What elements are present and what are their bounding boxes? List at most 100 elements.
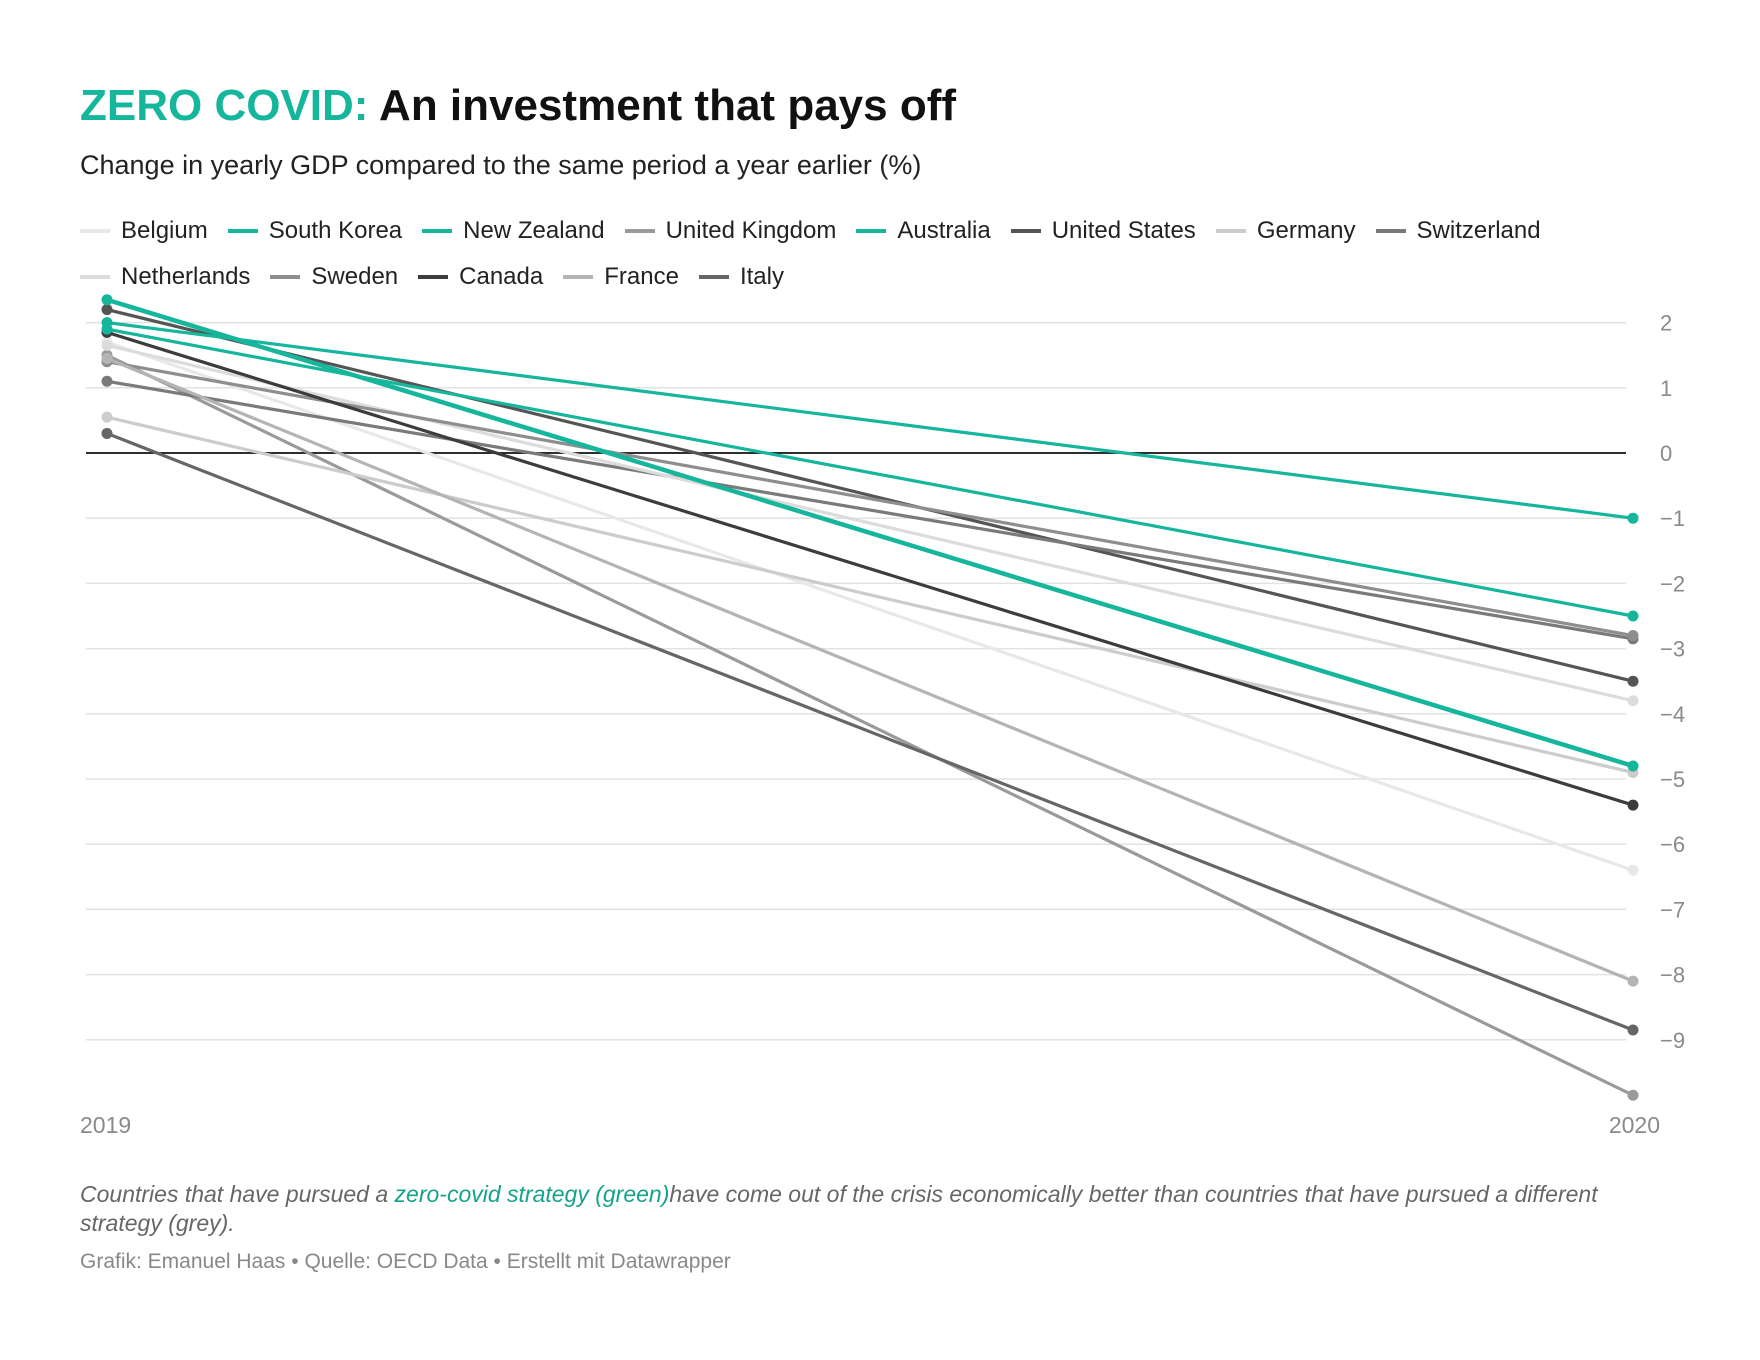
legend-item-south-korea: South Korea xyxy=(227,217,403,245)
legend-item-new-zealand: New Zealand xyxy=(422,217,605,245)
data-point xyxy=(101,411,113,423)
y-tick-label: −5 xyxy=(1660,767,1685,792)
legend-swatch xyxy=(1215,229,1246,233)
byline: Grafik: Emanuel Haas • Quelle: OECD Data… xyxy=(80,1250,731,1273)
series-netherlands xyxy=(101,339,1639,707)
series-italy xyxy=(101,427,1639,1036)
legend-swatch xyxy=(270,275,301,279)
data-point xyxy=(1627,610,1639,622)
y-tick-label: 0 xyxy=(1660,441,1672,466)
y-tick-label: −1 xyxy=(1660,506,1685,531)
series-line xyxy=(105,343,1635,703)
data-point xyxy=(101,352,113,364)
data-point xyxy=(1627,975,1639,987)
data-point xyxy=(1627,675,1639,687)
series-line xyxy=(105,330,1635,807)
notes-highlight: zero-covid strategy (green) xyxy=(394,1181,670,1207)
data-point xyxy=(101,375,113,387)
data-point xyxy=(101,304,113,316)
legend-label: United Kingdom xyxy=(665,217,837,244)
y-tick-label: −8 xyxy=(1660,963,1685,988)
legend-swatch xyxy=(1010,229,1041,233)
y-tick-label: −6 xyxy=(1660,832,1685,857)
series-line xyxy=(105,340,1635,872)
legend-item-canada: Canada xyxy=(418,263,543,291)
legend-label: Switzerland xyxy=(1416,217,1541,244)
legend-row: Netherlands Sweden Canada France Italy xyxy=(80,254,1640,300)
series-line xyxy=(105,321,1635,520)
y-tick-label: −7 xyxy=(1660,897,1685,922)
legend-swatch xyxy=(856,229,887,233)
notes-text-after: have come out of the crisis economically… xyxy=(80,1181,1598,1236)
legend-item-switzerland: Switzerland xyxy=(1375,217,1541,245)
y-tick-label: −9 xyxy=(1660,1028,1685,1053)
series-belgium xyxy=(101,336,1639,876)
y-tick-label: −4 xyxy=(1660,702,1685,727)
x-tick-label: 2020 xyxy=(1609,1112,1660,1138)
legend-item-united-kingdom: United Kingdom xyxy=(624,217,837,245)
y-tick-label: 2 xyxy=(1660,311,1672,336)
legend-item-germany: Germany xyxy=(1215,217,1356,245)
legend-swatch xyxy=(563,275,594,279)
series-united-states xyxy=(101,304,1639,687)
legend-label: Germany xyxy=(1256,217,1356,244)
legend-swatch xyxy=(1375,229,1406,233)
series-line xyxy=(105,353,1635,1097)
legend-label: South Korea xyxy=(268,217,403,244)
notes-text-before: Countries that have pursued a xyxy=(80,1181,395,1207)
legend: Belgium South Korea New Zealand United King… xyxy=(80,208,1640,300)
data-point xyxy=(1627,695,1639,707)
title-accent: ZERO COVID: xyxy=(80,81,369,130)
y-tick-label: −2 xyxy=(1660,571,1685,596)
chart-subtitle: Change in yearly GDP compared to the sam… xyxy=(80,150,922,180)
legend-swatch xyxy=(422,229,453,233)
series-australia xyxy=(101,323,1639,622)
series-line xyxy=(105,356,1635,983)
legend-item-sweden: Sweden xyxy=(270,263,398,291)
data-point xyxy=(1627,512,1639,524)
legend-item-france: France xyxy=(563,263,679,291)
legend-label: Italy xyxy=(739,263,784,290)
series-united-kingdom xyxy=(101,349,1639,1101)
legend-item-netherlands: Netherlands xyxy=(80,263,250,291)
data-point xyxy=(1627,799,1639,811)
legend-swatch xyxy=(80,229,110,233)
legend-swatch xyxy=(624,229,655,233)
series-line xyxy=(105,327,1635,618)
series-line xyxy=(105,431,1635,1032)
y-tick-label: 1 xyxy=(1660,376,1672,401)
data-point xyxy=(1627,630,1639,642)
legend-label: France xyxy=(604,263,679,290)
legend-label: Canada xyxy=(459,263,544,290)
chart-title: ZERO COVID: An investment that pays off xyxy=(80,78,956,134)
data-point xyxy=(1627,1089,1639,1101)
series-switzerland xyxy=(101,375,1639,645)
title-rest: An investment that pays off xyxy=(368,81,957,130)
data-point xyxy=(1627,760,1639,772)
legend-swatch xyxy=(227,229,258,233)
series-line xyxy=(105,360,1635,638)
series-france xyxy=(101,352,1639,987)
legend-swatch xyxy=(698,275,729,279)
data-point xyxy=(1627,1024,1639,1036)
legend-label: New Zealand xyxy=(463,217,605,244)
legend-label: Australia xyxy=(897,217,991,244)
data-point xyxy=(101,427,113,439)
legend-label: Netherlands xyxy=(121,263,251,290)
series-line xyxy=(105,379,1635,641)
legend-row: Belgium South Korea New Zealand United King… xyxy=(80,208,1640,254)
legend-item-italy: Italy xyxy=(698,263,784,291)
legend-label: Belgium xyxy=(121,217,208,244)
series-line xyxy=(105,307,1635,683)
data-point xyxy=(1627,864,1639,876)
legend-item-australia: Australia xyxy=(856,217,991,245)
y-tick-label: −3 xyxy=(1660,637,1685,662)
data-point xyxy=(101,339,113,351)
series-line xyxy=(105,415,1635,775)
legend-label: Sweden xyxy=(311,263,399,290)
x-tick-label: 2019 xyxy=(80,1112,131,1138)
line-chart: 2 1 0 −1 −2 −3 −4 −5 −6 −7 −8 −9 2019 2020 xyxy=(80,294,1685,1138)
legend-label: United States xyxy=(1051,217,1196,244)
legend-item-united-states: United States xyxy=(1010,217,1196,245)
series-line xyxy=(104,297,1636,769)
